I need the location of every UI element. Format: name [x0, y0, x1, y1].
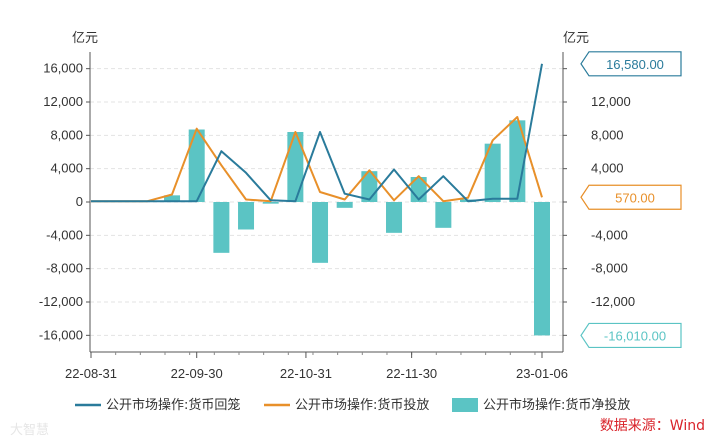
y-tick-label-right: -8,000	[591, 261, 628, 276]
legend-label-withdrawal: 公开市场操作:货币回笼	[106, 397, 240, 413]
net-injection-bar	[534, 202, 550, 336]
line-series	[91, 63, 543, 203]
net-injection-bar	[188, 129, 205, 202]
gridlines	[90, 68, 563, 336]
y-tick-label-right: -4,000	[591, 227, 628, 242]
net-injection-bar	[238, 202, 255, 230]
y-tick-label-left: 8,000	[50, 127, 83, 142]
axes: 16,00016,00012,00012,0008,0008,0004,0004…	[39, 52, 635, 381]
y-tick-label-right: 8,000	[591, 127, 624, 142]
x-tick-label: 22-09-30	[171, 366, 223, 381]
y-tick-label-right: -12,000	[591, 294, 635, 309]
y-tick-label-left: 16,000	[43, 61, 83, 76]
y-axis-unit-left: 亿元	[72, 31, 98, 46]
y-axis-unit-right: 亿元	[563, 31, 589, 46]
net-injection-bar	[312, 202, 329, 263]
net-injection-bar	[386, 202, 403, 233]
y-tick-label-right: 4,000	[591, 161, 624, 176]
x-tick-label: 23-01-06	[516, 366, 568, 381]
callout-box	[580, 184, 682, 210]
y-tick-label-left: -16,000	[39, 327, 83, 342]
callout-box	[580, 322, 682, 349]
y-tick-label-left: -12,000	[39, 294, 83, 309]
net-injection-bar	[435, 202, 452, 228]
callout-value-label: -16,010.00	[604, 328, 666, 343]
y-tick-label-left: 0	[76, 194, 83, 209]
net-injection-bar	[164, 195, 181, 202]
net-injection-bar	[213, 202, 230, 253]
x-tick-label: 22-11-30	[386, 366, 437, 381]
legend: 公开市场操作:货币回笼 公开市场操作:货币投放 公开市场操作:货币净投放	[75, 397, 630, 413]
legend-label-injection: 公开市场操作:货币投放	[295, 397, 429, 413]
net-injection-bar	[484, 143, 501, 202]
withdrawal-line	[91, 63, 543, 203]
y-tick-label-left: 12,000	[43, 94, 83, 109]
callout-box	[580, 51, 682, 77]
net-injection-bar	[262, 202, 279, 204]
net-injection-bar	[336, 202, 353, 208]
legend-swatch-net-injection	[452, 398, 478, 412]
legend-label-net-injection: 公开市场操作:货币净投放	[483, 397, 630, 413]
y-tick-label-left: -8,000	[46, 261, 83, 276]
y-tick-label-left: 4,000	[50, 161, 83, 176]
callout-value-label: 570.00	[615, 190, 655, 205]
injection-line	[91, 116, 543, 203]
watermark-logo: 大智慧	[10, 422, 49, 438]
bar-series-net-injection	[164, 120, 550, 336]
y-tick-label-right: 12,000	[591, 94, 631, 109]
net-injection-bar	[287, 132, 304, 202]
data-source-note: 数据来源：Wind	[600, 418, 705, 434]
x-tick-label: 22-08-31	[65, 366, 117, 381]
callout-value-label: 16,580.00	[606, 57, 664, 72]
y-tick-label-left: -4,000	[46, 227, 83, 242]
x-tick-label: 22-10-31	[280, 366, 332, 381]
value-callouts: 16,580.00 570.00 -16,010.00	[580, 51, 682, 349]
